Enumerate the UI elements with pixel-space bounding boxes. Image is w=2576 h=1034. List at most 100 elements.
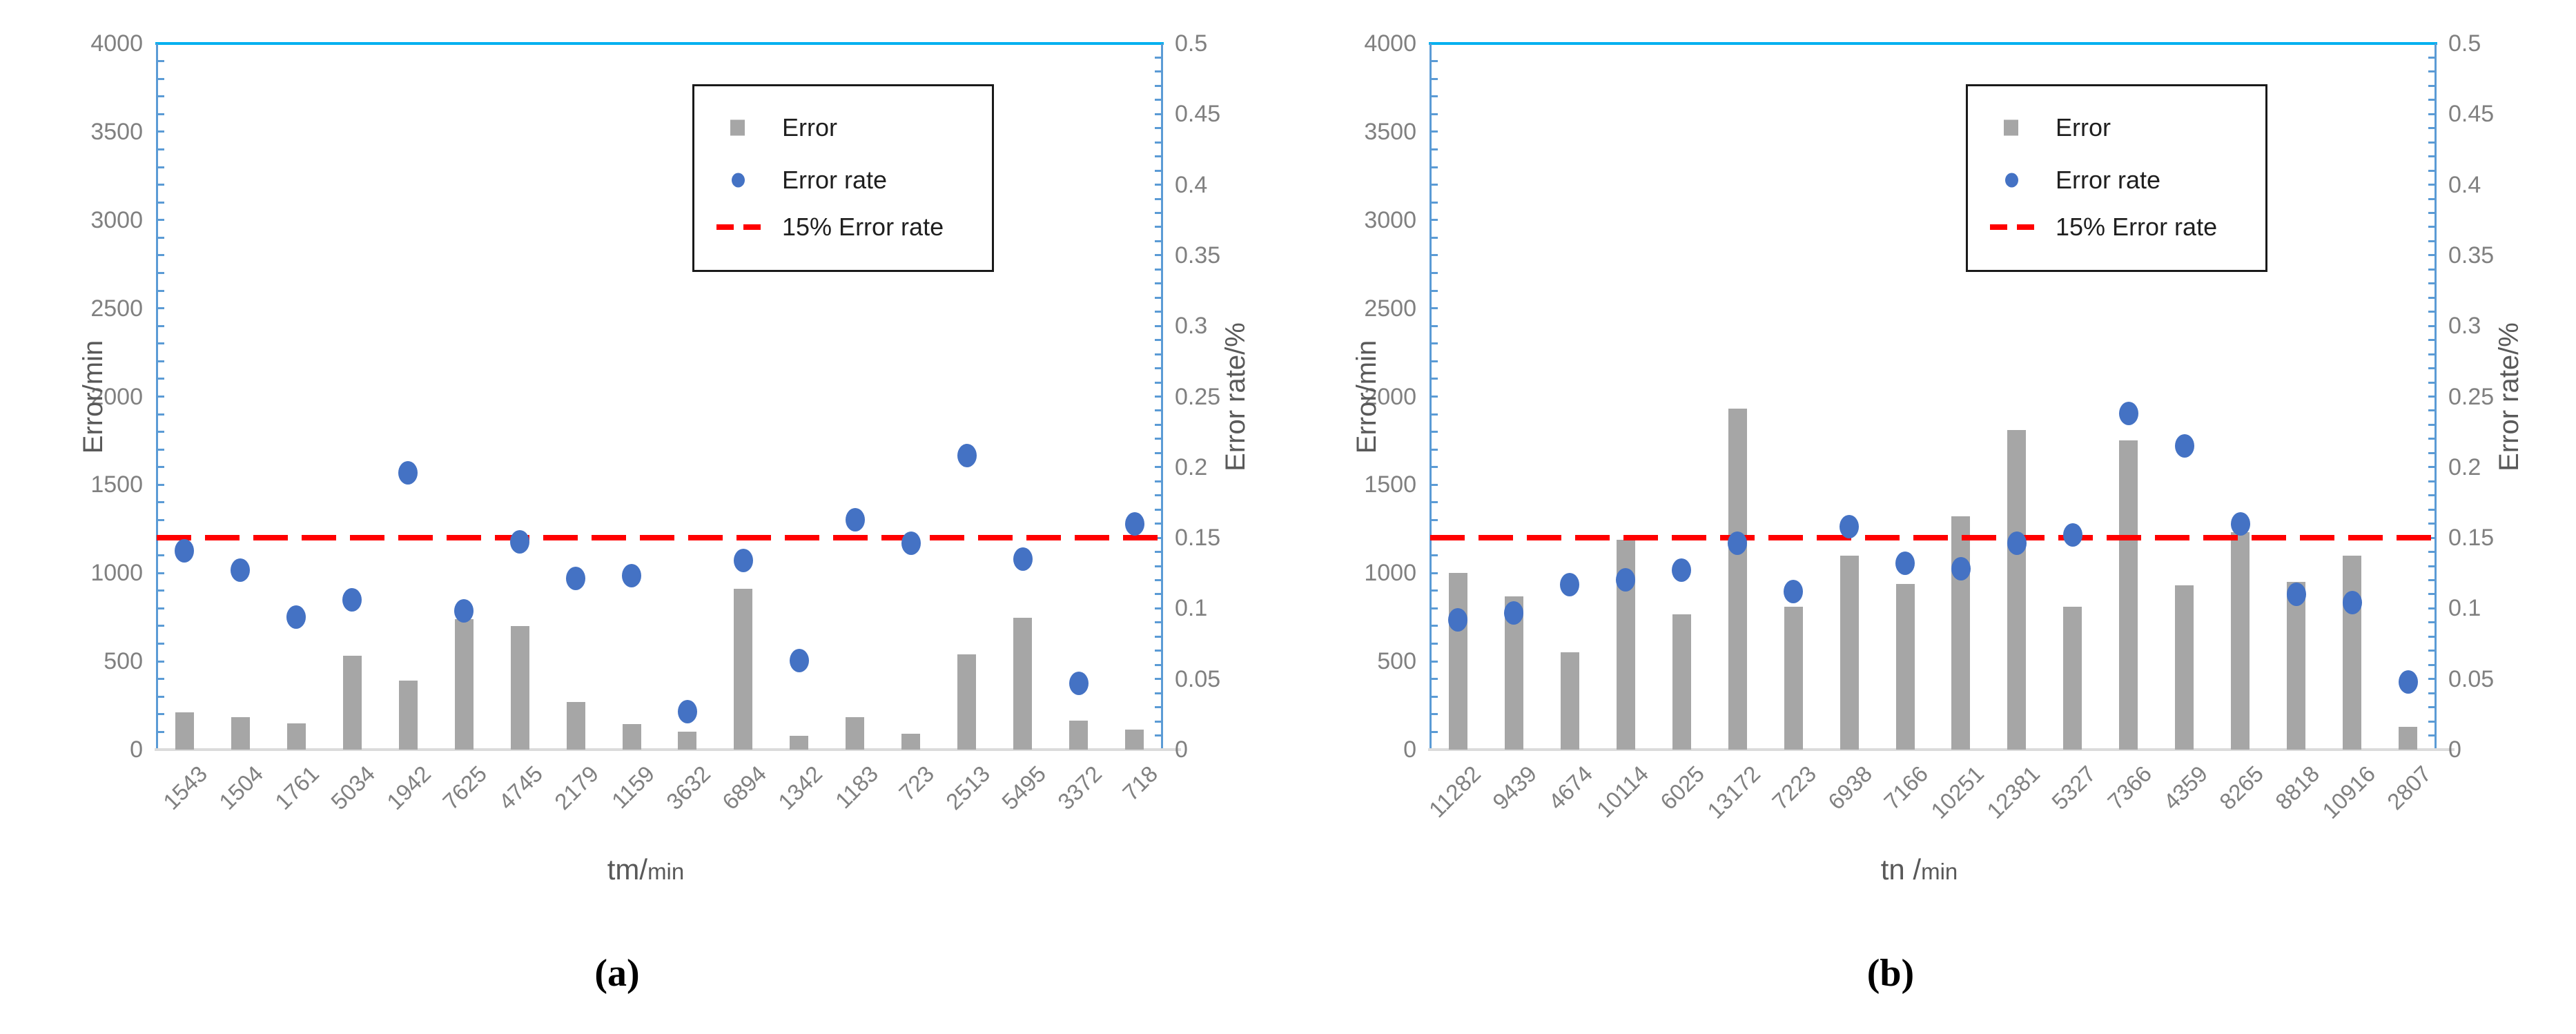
error-bar	[2007, 430, 2027, 750]
right-axis-tick	[1155, 523, 1162, 525]
y-tick-label-left: 1000	[90, 560, 143, 587]
right-axis-tick	[2428, 113, 2436, 115]
right-axis-tick	[1155, 466, 1162, 469]
right-axis-tick	[2428, 621, 2436, 624]
right-axis-tick	[2428, 650, 2436, 652]
error-bar	[2063, 606, 2082, 750]
right-axis-tick	[1155, 508, 1162, 511]
y-tick-label-left: 0	[1403, 737, 1416, 763]
panel-letter-b: (b)	[1866, 952, 1915, 995]
right-axis-tick	[1155, 296, 1162, 299]
legend-item-label: Error	[2056, 113, 2111, 142]
right-axis-tick	[1155, 367, 1162, 370]
right-axis-tick	[2428, 169, 2436, 172]
left-axis-tick	[157, 60, 164, 63]
error-bar	[901, 733, 921, 750]
error-bar	[846, 716, 865, 750]
right-axis-tick	[1155, 339, 1162, 342]
legend-item-label: 15% Error rate	[2056, 213, 2218, 241]
y-axis-title-right: Error rate/%	[2494, 322, 2524, 471]
right-axis-tick	[2428, 70, 2436, 73]
error-rate-dot	[2342, 591, 2362, 615]
left-axis-tick	[157, 448, 164, 451]
left-axis-tick	[157, 271, 164, 274]
right-axis-tick	[2428, 593, 2436, 596]
right-axis-tick	[2428, 396, 2436, 398]
error-rate-dot	[175, 538, 195, 563]
left-axis-tick	[1430, 130, 1438, 133]
left-axis-tick	[1430, 448, 1438, 451]
left-axis-tick	[1430, 307, 1438, 310]
error-rate-dot	[398, 460, 418, 485]
error-bar	[2399, 726, 2418, 750]
left-axis-tick	[157, 307, 164, 310]
right-axis-tick	[2428, 381, 2436, 384]
right-axis-tick	[2428, 367, 2436, 370]
y-tick-label-right: 0.4	[2448, 171, 2481, 198]
error-rate-dot	[901, 531, 921, 556]
y-tick-label-left: 3000	[90, 206, 143, 233]
right-axis-tick	[1155, 663, 1162, 666]
left-axis-tick	[1430, 730, 1438, 733]
y-tick-label-right: 0	[2448, 737, 2461, 763]
left-axis-tick	[157, 678, 164, 681]
left-axis-tick	[1430, 219, 1438, 222]
error-bar	[566, 701, 585, 750]
legend-error-rate-dot-icon	[2005, 173, 2018, 188]
y-tick-label-left: 2000	[90, 383, 143, 410]
right-axis-tick	[1155, 734, 1162, 737]
y-axis-title-right: Error rate/%	[1220, 322, 1251, 471]
left-axis-tick	[157, 625, 164, 627]
right-axis-tick	[2428, 438, 2436, 440]
error-rate-dot	[1951, 557, 1971, 581]
right-axis-tick	[1155, 113, 1162, 115]
legend: Error Error rate 15% Error rate	[692, 84, 994, 272]
y-tick-label-right: 0.1	[1175, 595, 1208, 622]
right-axis-tick	[1155, 678, 1162, 681]
error-bar	[231, 716, 250, 750]
left-axis-tick	[157, 431, 164, 433]
left-axis-tick	[1430, 166, 1438, 168]
right-axis-tick	[2428, 212, 2436, 215]
error-rate-dot	[286, 605, 306, 629]
error-rate-dot	[2230, 511, 2250, 536]
right-axis-tick	[1155, 635, 1162, 638]
error-rate-dot	[733, 548, 753, 572]
legend-item-label: Error	[782, 113, 837, 142]
y-tick-label-left: 1000	[1364, 560, 1416, 587]
error-rate-dot	[1728, 531, 1748, 556]
error-rate-dot	[1616, 568, 1636, 592]
right-axis-tick	[2428, 127, 2436, 130]
error-bar	[1125, 729, 1144, 750]
y-tick-label-left: 2000	[1364, 383, 1416, 410]
right-axis-tick	[1155, 409, 1162, 412]
y-tick-label-left: 3000	[1364, 206, 1416, 233]
error-bar	[790, 735, 809, 750]
y-tick-label-right: 0.3	[1175, 313, 1208, 340]
left-axis-tick	[1430, 501, 1438, 504]
right-axis-tick	[2428, 494, 2436, 497]
left-axis-tick	[157, 148, 164, 150]
y-tick-label-left: 1500	[90, 471, 143, 498]
error-rate-dot	[1013, 547, 1033, 571]
right-axis-tick	[1155, 311, 1162, 313]
legend: Error Error rate 15% Error rate	[1966, 84, 2267, 272]
left-axis-tick	[1430, 625, 1438, 627]
right-axis-tick	[1155, 141, 1162, 144]
y-tick-label-left: 500	[104, 648, 143, 675]
error-rate-dot	[454, 599, 474, 623]
left-axis-tick	[1430, 643, 1438, 645]
right-axis-tick	[1155, 706, 1162, 709]
plot-top-border	[155, 42, 1164, 45]
y-tick-label-right: 0.25	[1175, 383, 1221, 410]
error-rate-dot	[2118, 402, 2138, 426]
right-axis-tick	[1155, 254, 1162, 257]
right-axis-tick	[2428, 311, 2436, 313]
x-axis-title-unit: min	[1921, 859, 1958, 884]
y-tick-label-right: 0.05	[2448, 665, 2495, 692]
error-rate-dot	[1124, 511, 1144, 536]
right-axis-tick	[2428, 607, 2436, 609]
error-bar	[286, 723, 306, 750]
y-tick-label-right: 0.3	[2448, 313, 2481, 340]
